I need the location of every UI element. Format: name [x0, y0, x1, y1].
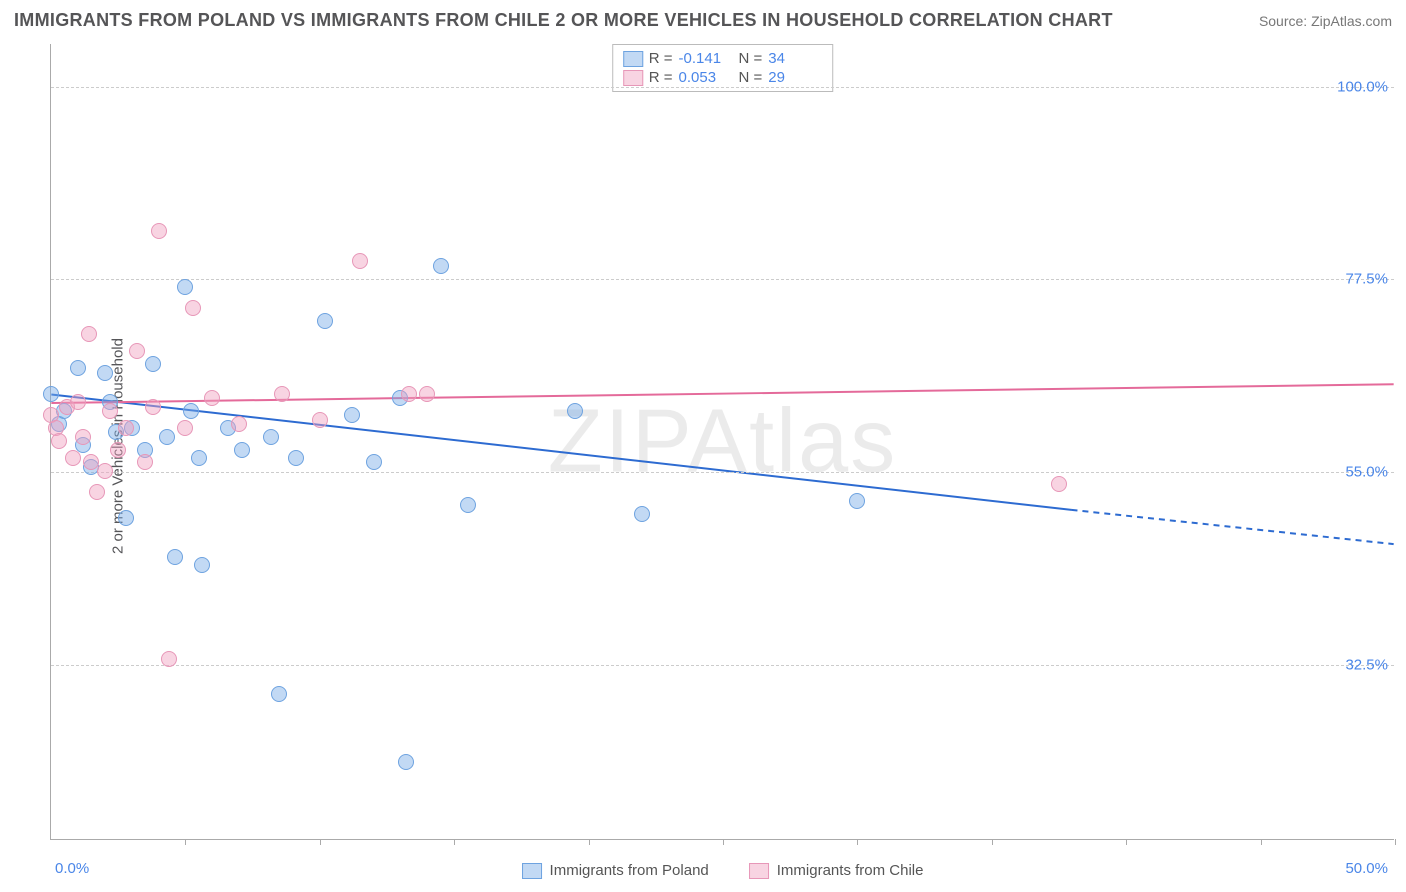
swatch-blue-icon	[623, 51, 643, 67]
data-point	[110, 442, 126, 458]
stats-row: R = -0.141 N = 34	[623, 49, 823, 68]
data-point	[567, 403, 583, 419]
series-legend: Immigrants from Poland Immigrants from C…	[522, 862, 924, 879]
x-tick	[723, 839, 724, 845]
watermark-text: ZIPAtlas	[548, 390, 897, 493]
data-point	[129, 343, 145, 359]
gridline	[51, 279, 1394, 280]
n-label: N =	[739, 50, 763, 67]
legend-item: Immigrants from Poland	[522, 862, 709, 879]
data-point	[137, 454, 153, 470]
data-point	[145, 399, 161, 415]
data-point	[75, 429, 91, 445]
n-label: N =	[739, 69, 763, 86]
x-axis-max-label: 50.0%	[1345, 860, 1388, 877]
data-point	[419, 386, 435, 402]
data-point	[183, 403, 199, 419]
data-point	[317, 313, 333, 329]
data-point	[204, 390, 220, 406]
gridline	[51, 472, 1394, 473]
data-point	[191, 450, 207, 466]
data-point	[849, 493, 865, 509]
data-point	[194, 557, 210, 573]
x-tick	[992, 839, 993, 845]
swatch-pink-icon	[749, 863, 769, 879]
data-point	[344, 407, 360, 423]
data-point	[102, 403, 118, 419]
r-value: 0.053	[679, 69, 733, 86]
x-tick	[1395, 839, 1396, 845]
y-tick-label: 32.5%	[1345, 656, 1388, 673]
data-point	[398, 754, 414, 770]
n-value: 34	[768, 50, 822, 67]
data-point	[70, 360, 86, 376]
y-tick-label: 100.0%	[1337, 78, 1388, 95]
data-point	[151, 223, 167, 239]
data-point	[460, 497, 476, 513]
legend-label: Immigrants from Chile	[777, 862, 924, 879]
x-tick	[454, 839, 455, 845]
data-point	[634, 506, 650, 522]
data-point	[312, 412, 328, 428]
source-label: Source: ZipAtlas.com	[1259, 13, 1392, 29]
data-point	[177, 420, 193, 436]
data-point	[118, 420, 134, 436]
x-axis-min-label: 0.0%	[55, 860, 89, 877]
data-point	[401, 386, 417, 402]
stats-legend-box: R = -0.141 N = 34 R = 0.053 N = 29	[612, 44, 834, 92]
data-point	[65, 450, 81, 466]
data-point	[118, 510, 134, 526]
y-tick-label: 77.5%	[1345, 271, 1388, 288]
chart-plot-area: ZIPAtlas R = -0.141 N = 34 R = 0.053 N =…	[50, 44, 1394, 840]
data-point	[352, 253, 368, 269]
x-tick	[1126, 839, 1127, 845]
data-point	[263, 429, 279, 445]
x-tick	[320, 839, 321, 845]
data-point	[288, 450, 304, 466]
r-value: -0.141	[679, 50, 733, 67]
data-point	[89, 484, 105, 500]
data-point	[81, 326, 97, 342]
legend-label: Immigrants from Poland	[550, 862, 709, 879]
x-tick	[1261, 839, 1262, 845]
data-point	[271, 686, 287, 702]
data-point	[159, 429, 175, 445]
data-point	[177, 279, 193, 295]
data-point	[231, 416, 247, 432]
swatch-pink-icon	[623, 70, 643, 86]
data-point	[1051, 476, 1067, 492]
x-tick	[857, 839, 858, 845]
n-value: 29	[768, 69, 822, 86]
stats-row: R = 0.053 N = 29	[623, 68, 823, 87]
chart-title: IMMIGRANTS FROM POLAND VS IMMIGRANTS FRO…	[14, 10, 1113, 31]
x-tick	[185, 839, 186, 845]
data-point	[433, 258, 449, 274]
data-point	[167, 549, 183, 565]
data-point	[97, 365, 113, 381]
data-point	[70, 394, 86, 410]
swatch-blue-icon	[522, 863, 542, 879]
data-point	[234, 442, 250, 458]
gridline	[51, 665, 1394, 666]
data-point	[43, 386, 59, 402]
legend-item: Immigrants from Chile	[749, 862, 924, 879]
r-label: R =	[649, 50, 673, 67]
data-point	[145, 356, 161, 372]
gridline	[51, 87, 1394, 88]
data-point	[97, 463, 113, 479]
data-point	[366, 454, 382, 470]
r-label: R =	[649, 69, 673, 86]
y-tick-label: 55.0%	[1345, 463, 1388, 480]
data-point	[185, 300, 201, 316]
data-point	[51, 433, 67, 449]
data-point	[161, 651, 177, 667]
x-tick	[589, 839, 590, 845]
trend-lines-layer	[51, 44, 1394, 839]
data-point	[274, 386, 290, 402]
